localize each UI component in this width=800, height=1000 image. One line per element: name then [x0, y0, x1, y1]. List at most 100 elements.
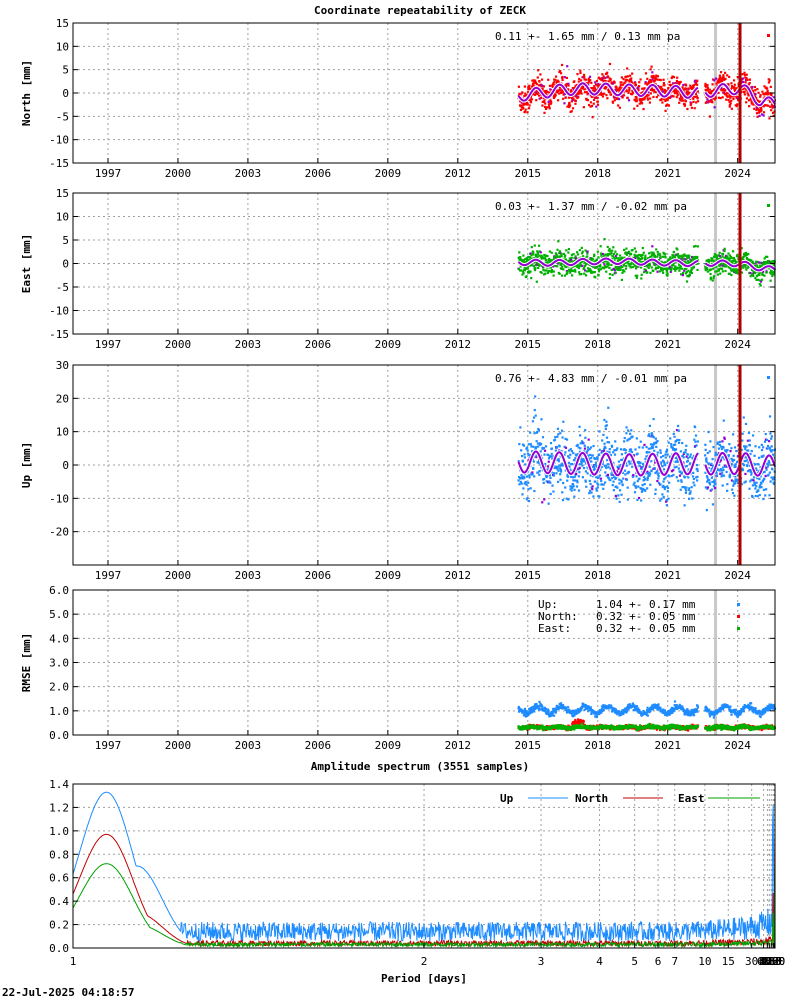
obs-point — [773, 478, 776, 481]
obs-point — [637, 88, 640, 91]
obs-point — [549, 270, 552, 273]
obs-point — [581, 250, 584, 253]
obs-point — [693, 107, 696, 110]
obs-point — [754, 271, 757, 275]
obs-point — [549, 476, 552, 480]
obs-point — [570, 100, 574, 103]
obs-point — [546, 469, 549, 472]
obs-point — [584, 269, 587, 272]
obs-point — [638, 446, 641, 449]
y-tick-label: -15 — [49, 157, 69, 170]
obs-point — [746, 439, 749, 442]
obs-point — [669, 256, 672, 259]
obs-point — [561, 436, 564, 439]
obs-point — [616, 88, 619, 91]
obs-point — [628, 437, 631, 440]
obs-point — [567, 461, 571, 464]
obs-point — [684, 451, 687, 454]
obs-point — [750, 473, 753, 476]
obs-point — [772, 273, 775, 276]
obs-point — [705, 509, 708, 512]
obs-point — [633, 264, 637, 267]
obs-point — [582, 73, 586, 76]
rmse-point — [610, 710, 614, 713]
obs-point — [598, 93, 601, 96]
obs-point — [598, 448, 601, 451]
rmse-point — [581, 705, 584, 708]
obs-point — [616, 266, 619, 269]
obs-point — [676, 438, 679, 442]
obs-point — [627, 259, 630, 262]
obs-point — [593, 457, 597, 461]
obs-point — [609, 467, 612, 470]
obs-point — [596, 84, 599, 87]
obs-point — [607, 262, 610, 265]
obs-point — [609, 78, 612, 81]
obs-point — [623, 256, 626, 259]
obs-point — [727, 83, 730, 86]
obs-point — [584, 274, 588, 277]
obs-point — [744, 264, 747, 267]
obs-point — [548, 100, 551, 103]
obs-point — [710, 470, 713, 473]
obs-point — [737, 99, 740, 102]
obs-point — [715, 270, 719, 273]
obs-point — [584, 263, 588, 266]
obs-point — [623, 81, 626, 85]
obs-point — [635, 265, 638, 268]
obs-point — [690, 85, 693, 89]
obs-point — [680, 257, 683, 260]
obs-point — [759, 485, 762, 488]
rmse-point — [649, 708, 653, 711]
obs-point — [578, 249, 582, 252]
obs-point — [677, 90, 680, 93]
obs-point — [717, 447, 721, 450]
obs-point — [541, 436, 545, 439]
obs-point — [665, 267, 668, 270]
rmse-point — [690, 711, 693, 714]
obs-point — [573, 259, 577, 262]
obs-point — [525, 483, 528, 486]
rmse-point — [523, 714, 526, 717]
obs-point — [721, 255, 724, 258]
obs-point — [719, 257, 722, 260]
obs-point — [769, 85, 772, 89]
obs-point — [718, 469, 721, 472]
obs-point — [572, 459, 576, 462]
obs-point — [596, 100, 599, 103]
obs-point — [640, 499, 643, 502]
obs-point — [756, 107, 759, 110]
obs-point — [668, 481, 671, 484]
rmse-point — [715, 712, 719, 715]
obs-point — [637, 485, 640, 488]
obs-point — [760, 278, 764, 281]
obs-point — [655, 470, 659, 473]
obs-point — [543, 100, 546, 104]
obs-point — [743, 445, 746, 448]
obs-point — [596, 96, 599, 99]
obs-point — [531, 85, 534, 88]
obs-point — [722, 419, 725, 422]
obs-point — [770, 109, 773, 112]
obs-point — [530, 98, 533, 101]
obs-point — [544, 445, 548, 448]
obs-point — [543, 477, 546, 481]
obs-point — [536, 92, 539, 96]
x-tick-label: 2009 — [375, 167, 402, 180]
obs-point — [733, 258, 736, 261]
obs-point — [751, 484, 754, 487]
obs-point — [592, 89, 595, 92]
obs-point — [591, 485, 594, 488]
obs-point — [534, 446, 538, 449]
obs-point — [621, 471, 624, 474]
rmse-point — [671, 707, 674, 710]
rmse-point — [561, 704, 565, 707]
obs-point — [613, 99, 616, 102]
obs-point — [596, 486, 599, 489]
obs-point — [646, 264, 650, 267]
obs-point — [763, 440, 767, 443]
obs-point — [643, 98, 646, 101]
obs-point — [583, 272, 586, 275]
obs-point — [667, 87, 670, 90]
obs-point — [583, 447, 587, 450]
